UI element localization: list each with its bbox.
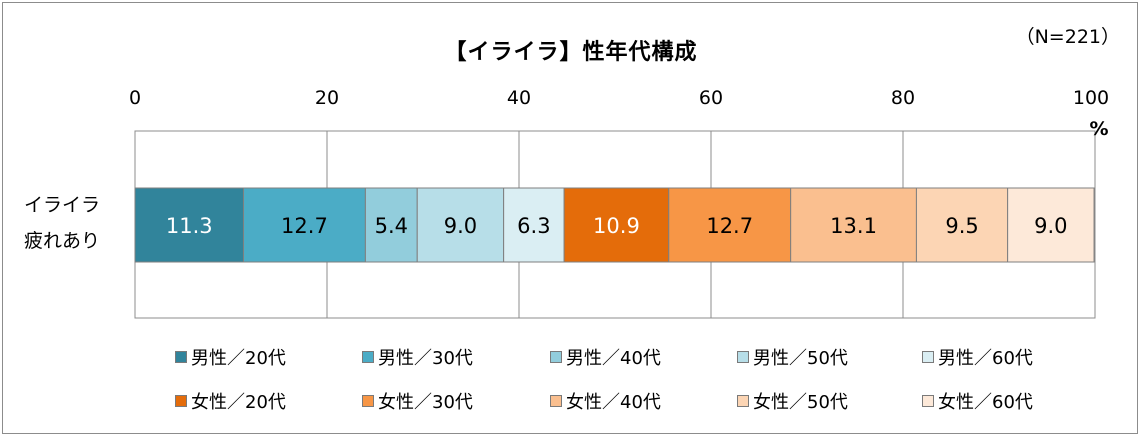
bar-segment — [668, 187, 792, 263]
legend-swatch — [922, 351, 934, 363]
data-label: 12.7 — [281, 214, 328, 238]
data-label: 9.0 — [444, 214, 477, 238]
legend-item: 女性／30代 — [362, 388, 473, 414]
data-label: 13.1 — [830, 214, 877, 238]
data-label: 9.0 — [1034, 214, 1067, 238]
legend-label: 男性／20代 — [191, 348, 286, 369]
legend-item: 女性／60代 — [922, 388, 1033, 414]
legend-swatch — [362, 395, 374, 407]
legend-swatch — [175, 395, 187, 407]
category-label-line-2: 疲れあり — [23, 230, 100, 252]
legend-swatch — [550, 351, 562, 363]
x-tick-label: 100 — [1073, 87, 1109, 109]
bar-segment — [563, 187, 670, 263]
legend-swatch — [362, 351, 374, 363]
legend-item: 男性／50代 — [737, 344, 848, 370]
legend-label: 男性／50代 — [753, 348, 848, 369]
chart-title: 【イライラ】性年代構成 — [444, 40, 698, 65]
legend-item: 女性／50代 — [737, 388, 848, 414]
bar-segment — [1007, 187, 1095, 263]
x-tick-label: 80 — [891, 87, 915, 109]
legend-label: 女性／40代 — [566, 392, 661, 413]
legend-label: 男性／40代 — [566, 348, 661, 369]
data-label: 10.9 — [593, 214, 640, 238]
x-tick-label: 60 — [699, 87, 723, 109]
legend-item: 男性／20代 — [175, 344, 286, 370]
legend-swatch — [922, 395, 934, 407]
legend-label: 男性／30代 — [378, 348, 473, 369]
x-tick-label: 0 — [129, 87, 141, 109]
bar-segment — [503, 187, 565, 263]
category-label: イライラ 疲れあり — [12, 187, 112, 259]
legend-item: 男性／60代 — [922, 344, 1033, 370]
legend-item: 女性／40代 — [550, 388, 661, 414]
legend-swatch — [737, 395, 749, 407]
legend-item: 男性／40代 — [550, 344, 661, 370]
legend-label: 女性／30代 — [378, 392, 473, 413]
bar-segment — [242, 187, 366, 263]
legend-item: 女性／20代 — [175, 388, 286, 414]
legend-swatch — [175, 351, 187, 363]
bar-segment — [134, 187, 244, 263]
x-unit-label: % — [1089, 118, 1108, 140]
category-label-line-1: イライラ — [23, 194, 100, 216]
x-tick-label: 40 — [507, 87, 531, 109]
data-label: 9.5 — [945, 214, 978, 238]
sample-size-note: （N=221） — [1015, 26, 1120, 48]
x-tick-label: 20 — [315, 87, 339, 109]
data-label: 11.3 — [166, 214, 213, 238]
data-label: 6.3 — [517, 214, 550, 238]
legend-label: 女性／50代 — [753, 392, 848, 413]
legend-label: 女性／60代 — [938, 392, 1033, 413]
legend-swatch — [550, 395, 562, 407]
data-label: 12.7 — [706, 214, 753, 238]
bar-segment — [364, 187, 418, 263]
data-label: 5.4 — [375, 214, 408, 238]
legend-label: 男性／60代 — [938, 348, 1033, 369]
legend-label: 女性／20代 — [191, 392, 286, 413]
legend-item: 男性／30代 — [362, 344, 473, 370]
bar-segment — [790, 187, 917, 263]
legend-swatch — [737, 351, 749, 363]
